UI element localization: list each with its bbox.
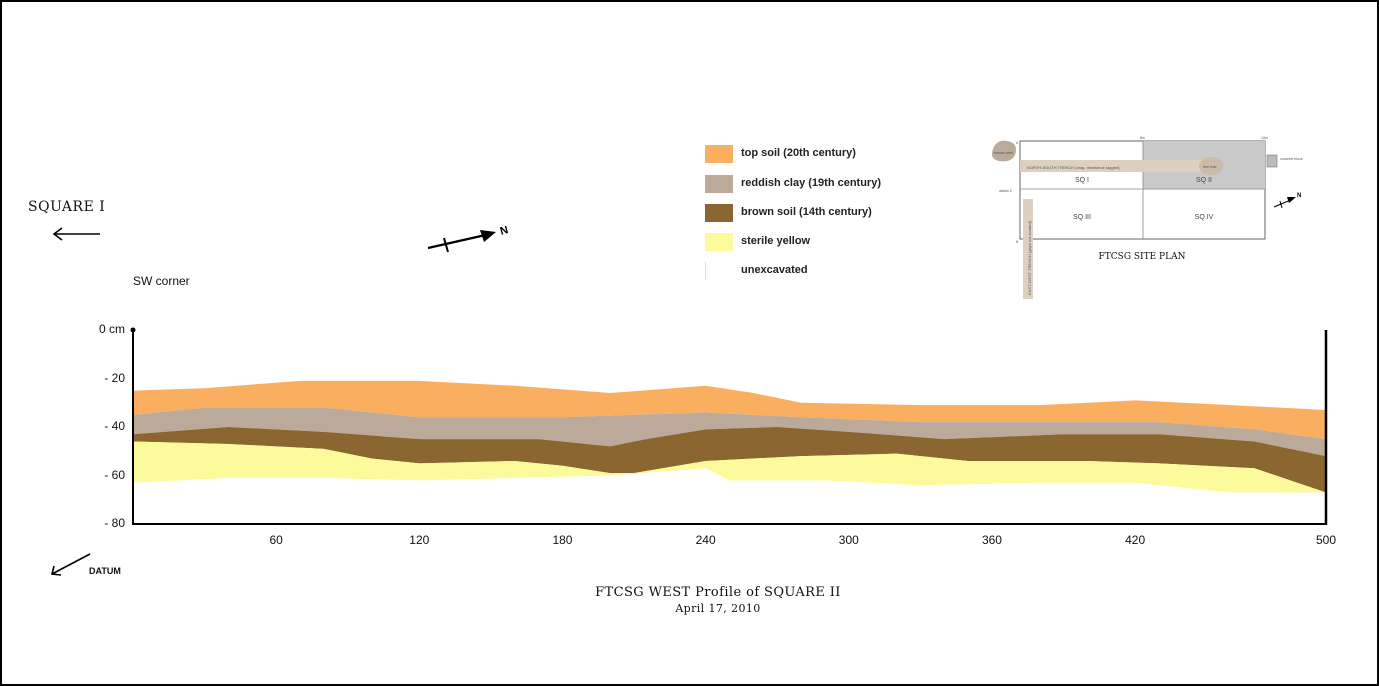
profile-date: April 17, 2010 (418, 602, 1018, 615)
y-tick-label: - 40 (65, 419, 125, 433)
profile-title: FTCSG WEST Profile of SQUARE II (418, 585, 1018, 600)
origin-dot (131, 328, 136, 333)
y-tick-label: - 80 (65, 516, 125, 530)
y-tick-label: 0 cm (65, 322, 125, 336)
x-tick-label: 240 (686, 533, 726, 547)
datum-label: DATUM (89, 566, 121, 576)
x-tick-label: 420 (1115, 533, 1155, 547)
x-tick-label: 500 (1306, 533, 1346, 547)
y-tick-label: - 60 (65, 468, 125, 482)
x-tick-label: 180 (542, 533, 582, 547)
y-tick-label: - 20 (65, 371, 125, 385)
x-tick-label: 120 (399, 533, 439, 547)
x-tick-label: 300 (829, 533, 869, 547)
x-tick-label: 360 (972, 533, 1012, 547)
x-tick-label: 60 (256, 533, 296, 547)
